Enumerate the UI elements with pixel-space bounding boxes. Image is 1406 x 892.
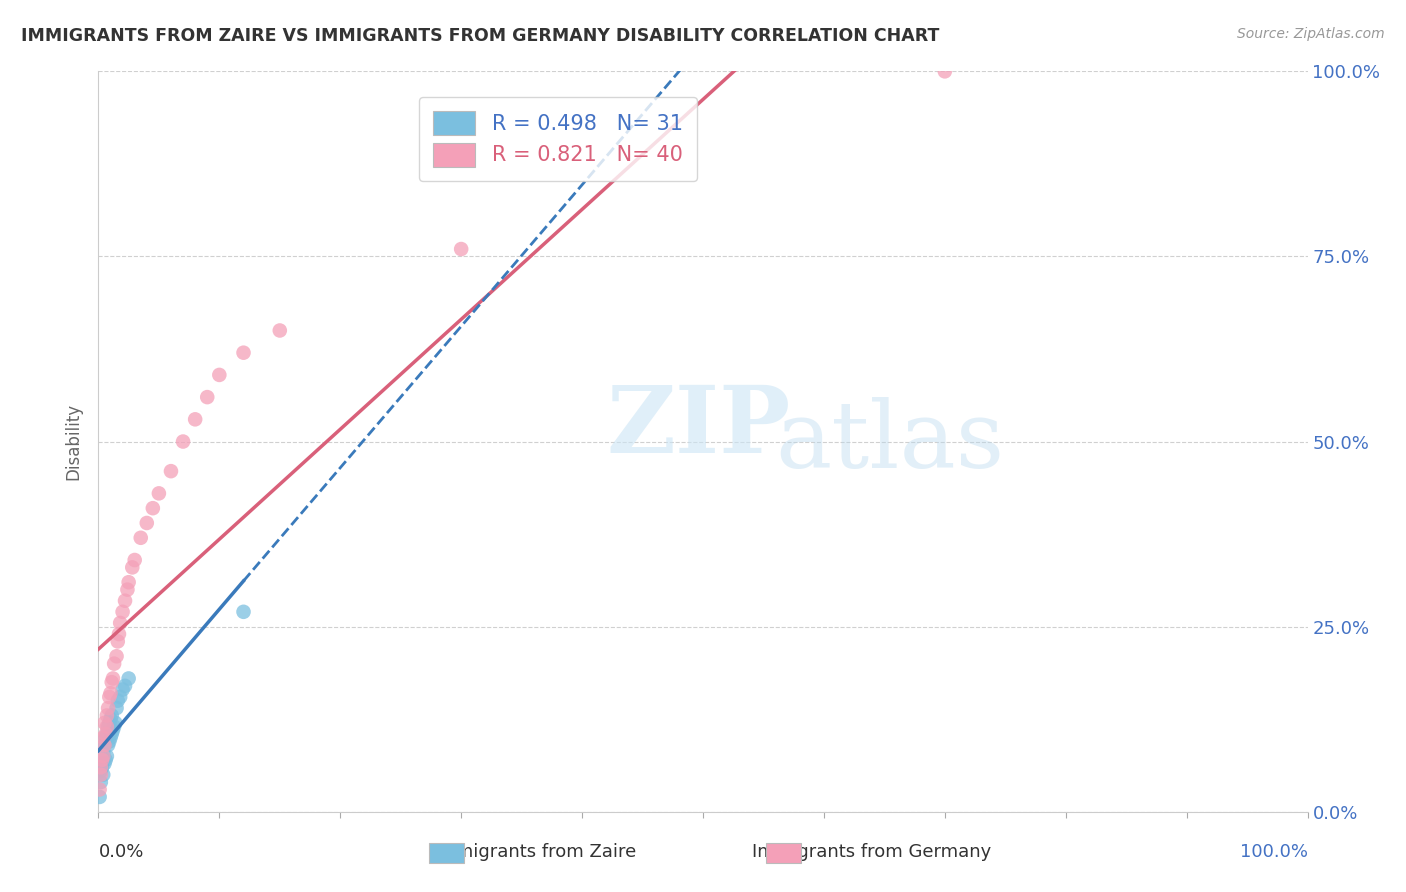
Text: Immigrants from Zaire: Immigrants from Zaire [433, 843, 636, 861]
Point [450, 242, 472, 256]
Point [100, 675, 122, 690]
Text: ZIP: ZIP [606, 382, 790, 472]
Point [108, 627, 131, 641]
Point [160, 464, 183, 478]
Point [97, 701, 120, 715]
Text: Source: ZipAtlas.com: Source: ZipAtlas.com [1237, 27, 1385, 41]
Point [105, 701, 128, 715]
Point [100, 708, 122, 723]
Point [91, 756, 114, 771]
Point [108, 690, 131, 704]
Y-axis label: Disability: Disability [65, 403, 83, 480]
Point [90, 764, 112, 778]
Point [232, 345, 254, 359]
Text: 0.0%: 0.0% [98, 843, 143, 861]
Point [90, 775, 112, 789]
Point [96, 720, 118, 734]
Point [103, 720, 125, 734]
Point [93, 756, 115, 771]
Point [184, 412, 207, 426]
Point [94, 731, 117, 745]
Point [96, 708, 118, 723]
Point [100, 686, 122, 700]
Text: 100.0%: 100.0% [1240, 843, 1308, 861]
Point [98, 715, 121, 730]
Point [117, 582, 139, 597]
Point [89, 789, 111, 804]
Point [129, 531, 152, 545]
Point [103, 657, 125, 671]
Point [114, 593, 136, 607]
Point [208, 368, 231, 382]
Point [121, 560, 143, 574]
Point [104, 715, 127, 730]
Point [100, 727, 122, 741]
Point [269, 324, 291, 338]
Point [93, 715, 115, 730]
Point [232, 605, 254, 619]
Point [100, 712, 122, 726]
Point [107, 634, 129, 648]
Legend: R = 0.498   N= 31, R = 0.821   N= 40: R = 0.498 N= 31, R = 0.821 N= 40 [419, 96, 697, 181]
Point [89, 782, 111, 797]
Point [91, 753, 114, 767]
Point [96, 727, 118, 741]
Point [172, 434, 194, 449]
Point [97, 720, 120, 734]
Point [98, 734, 121, 748]
Point [91, 760, 114, 774]
Point [934, 64, 956, 78]
Point [97, 738, 120, 752]
Point [105, 649, 128, 664]
Text: atlas: atlas [776, 397, 1005, 486]
Point [91, 731, 114, 745]
Point [94, 727, 117, 741]
Point [118, 672, 141, 686]
Point [93, 738, 115, 752]
Point [148, 486, 170, 500]
Point [101, 723, 124, 738]
Point [111, 605, 134, 619]
Point [195, 390, 218, 404]
Point [94, 753, 117, 767]
Point [98, 690, 121, 704]
Point [111, 682, 134, 697]
Point [135, 516, 157, 530]
Point [101, 672, 124, 686]
Text: Immigrants from Germany: Immigrants from Germany [752, 843, 991, 861]
Text: IMMIGRANTS FROM ZAIRE VS IMMIGRANTS FROM GERMANY DISABILITY CORRELATION CHART: IMMIGRANTS FROM ZAIRE VS IMMIGRANTS FROM… [21, 27, 939, 45]
Point [108, 615, 131, 630]
Point [118, 575, 141, 590]
Point [124, 553, 146, 567]
Point [91, 746, 114, 760]
Point [90, 760, 112, 774]
Point [91, 767, 114, 781]
Point [96, 749, 118, 764]
Point [90, 767, 112, 781]
Point [91, 749, 114, 764]
Point [93, 738, 115, 752]
Point [114, 679, 136, 693]
Point [142, 501, 165, 516]
Point [100, 731, 122, 745]
Point [107, 694, 129, 708]
